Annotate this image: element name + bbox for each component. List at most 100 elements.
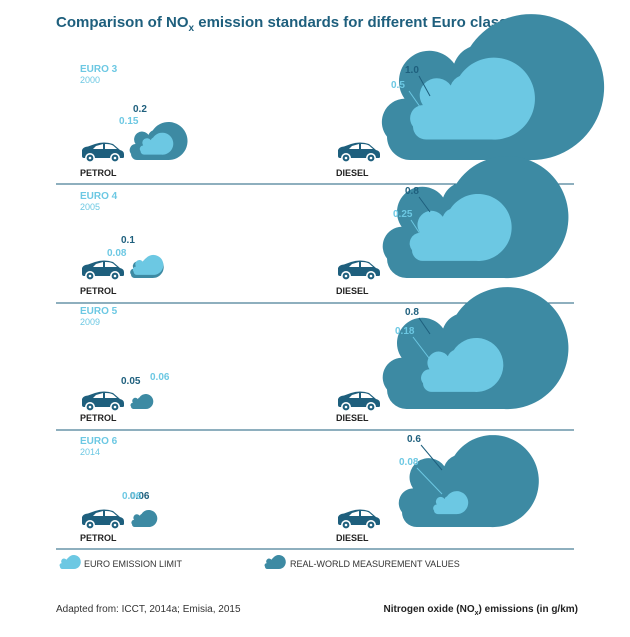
petrol-real-value-0: 0.2	[133, 104, 147, 115]
diesel-car-icon-0-window-rear	[361, 143, 373, 149]
petrol-car-icon-2-hub-0	[88, 405, 92, 409]
diesel-limit-value-0: 0.5	[391, 80, 405, 91]
legend-real-label: REAL-WORLD MEASUREMENT VALUES	[290, 559, 460, 569]
petrol-real-cloud-2	[130, 394, 154, 410]
diesel-car-icon-1-hub-1	[369, 274, 373, 278]
petrol-car-icon-2-hub-1	[113, 405, 117, 409]
unit-note: Nitrogen oxide (NOx) emissions (in g/km)	[384, 604, 579, 617]
petrol-label-2: PETROL	[80, 413, 117, 423]
diesel-car-icon-0-window-front	[349, 144, 359, 149]
legend-limit-label: EURO EMISSION LIMIT	[84, 559, 183, 569]
petrol-car-icon-2	[82, 391, 124, 412]
petrol-car-icon-2-window-front	[93, 393, 103, 398]
unit-prefix: Nitrogen oxide (NO	[383, 604, 475, 615]
petrol-car-icon-3	[82, 509, 124, 530]
diesel-car-icon-3-window-rear	[361, 510, 373, 516]
diesel-limit-leader-1	[410, 219, 425, 241]
diesel-real-value-3: 0.6	[407, 434, 421, 445]
petrol-real-value-1: 0.1	[121, 235, 135, 246]
diesel-limit-leader-0	[408, 90, 426, 115]
diesel-real-value-0: 1.0	[405, 65, 419, 76]
petrol-label-1: PETROL	[80, 286, 117, 296]
petrol-car-icon-1-window-rear	[105, 261, 117, 267]
chart-title: Comparison of NOx emission standards for…	[56, 14, 524, 34]
petrol-car-icon-3-window-front	[93, 511, 103, 516]
diesel-car-icon-1	[338, 260, 380, 281]
euro-class-year-2: 2009	[80, 317, 100, 327]
euro-class-year-0: 2000	[80, 75, 100, 85]
diesel-limit-value-1: 0.25	[393, 209, 413, 220]
petrol-car-icon-3-hub-1	[113, 523, 117, 527]
diesel-limit-cloud-2	[421, 337, 504, 392]
petrol-real-value-3: 0.06	[130, 491, 150, 502]
petrol-car-icon-1-hub-1	[113, 274, 117, 278]
diesel-car-icon-2-hub-1	[369, 405, 373, 409]
legend-real-cloud-icon	[264, 555, 286, 570]
diesel-real-leader-1	[418, 196, 431, 213]
petrol-car-icon-1-window-front	[93, 262, 103, 267]
euro-class-label-0: EURO 3	[80, 64, 118, 75]
diesel-label-1: DIESEL	[336, 286, 369, 296]
petrol-label-3: PETROL	[80, 533, 117, 543]
diesel-car-icon-2-window-rear	[361, 392, 373, 398]
petrol-car-icon-0-hub-0	[88, 156, 92, 160]
petrol-car-icon-3-hub-0	[88, 523, 92, 527]
petrol-car-icon-0-hub-1	[113, 156, 117, 160]
diesel-car-icon-2	[338, 391, 380, 412]
diesel-car-icon-3-window-front	[349, 511, 359, 516]
diesel-limit-cloud-3	[433, 491, 469, 515]
euro-class-year-1: 2005	[80, 202, 100, 212]
diesel-limit-cloud-0	[410, 57, 535, 140]
diesel-car-icon-2-hub-0	[344, 405, 348, 409]
petrol-limit-value-2: 0.06	[150, 372, 170, 383]
title-suffix: emission standards for different Euro cl…	[194, 14, 525, 31]
diesel-car-icon-3	[338, 509, 380, 530]
petrol-real-cloud-3	[131, 510, 158, 528]
diesel-limit-value-2: 0.18	[395, 326, 415, 337]
legend-limit-cloud-icon	[59, 555, 81, 570]
diesel-car-icon-0-hub-0	[344, 156, 348, 160]
diesel-label-3: DIESEL	[336, 533, 369, 543]
diesel-limit-value-3: 0.08	[399, 457, 419, 468]
euro-class-label-2: EURO 5	[80, 306, 118, 317]
diesel-car-icon-3-hub-0	[344, 523, 348, 527]
source-note: Adapted from: ICCT, 2014a; Emisia, 2015	[56, 604, 241, 615]
unit-suffix: ) emissions (in g/km)	[478, 604, 578, 615]
diesel-label-2: DIESEL	[336, 413, 369, 423]
petrol-car-icon-3-window-rear	[105, 510, 117, 516]
diesel-limit-cloud-1	[409, 193, 512, 261]
diesel-label-0: DIESEL	[336, 168, 369, 178]
diesel-real-cloud-3	[398, 435, 539, 528]
petrol-car-icon-2-window-rear	[105, 392, 117, 398]
petrol-car-icon-0-window-front	[93, 144, 103, 149]
petrol-label-0: PETROL	[80, 168, 117, 178]
petrol-limit-value-0: 0.15	[119, 116, 139, 127]
petrol-car-icon-1	[82, 260, 124, 281]
title-prefix: Comparison of NO	[56, 14, 189, 31]
diesel-car-icon-1-window-rear	[361, 261, 373, 267]
diesel-real-leader-3	[420, 444, 443, 471]
diesel-real-leader-0	[418, 75, 431, 97]
diesel-real-leader-2	[418, 317, 431, 335]
petrol-car-icon-0	[82, 142, 124, 163]
petrol-limit-cloud-1	[132, 254, 164, 275]
euro-class-year-3: 2014	[80, 447, 100, 457]
diesel-limit-leader-2	[412, 336, 433, 363]
diesel-real-value-1: 0.8	[405, 186, 419, 197]
petrol-real-value-2: 0.05	[121, 376, 141, 387]
petrol-limit-cloud-0	[139, 132, 174, 155]
unit-subscript: x	[474, 610, 479, 617]
diesel-car-icon-3-hub-1	[369, 523, 373, 527]
diesel-car-icon-1-window-front	[349, 262, 359, 267]
diesel-car-icon-2-window-front	[349, 393, 359, 398]
petrol-limit-value-3: 0.06	[122, 491, 142, 502]
diesel-real-value-2: 0.8	[405, 307, 419, 318]
petrol-limit-value-1: 0.08	[107, 248, 127, 259]
euro-class-label-1: EURO 4	[80, 191, 118, 202]
petrol-car-icon-1-hub-0	[88, 274, 92, 278]
diesel-limit-leader-3	[416, 467, 443, 495]
petrol-car-icon-0-window-rear	[105, 143, 117, 149]
diesel-car-icon-0	[338, 142, 380, 163]
